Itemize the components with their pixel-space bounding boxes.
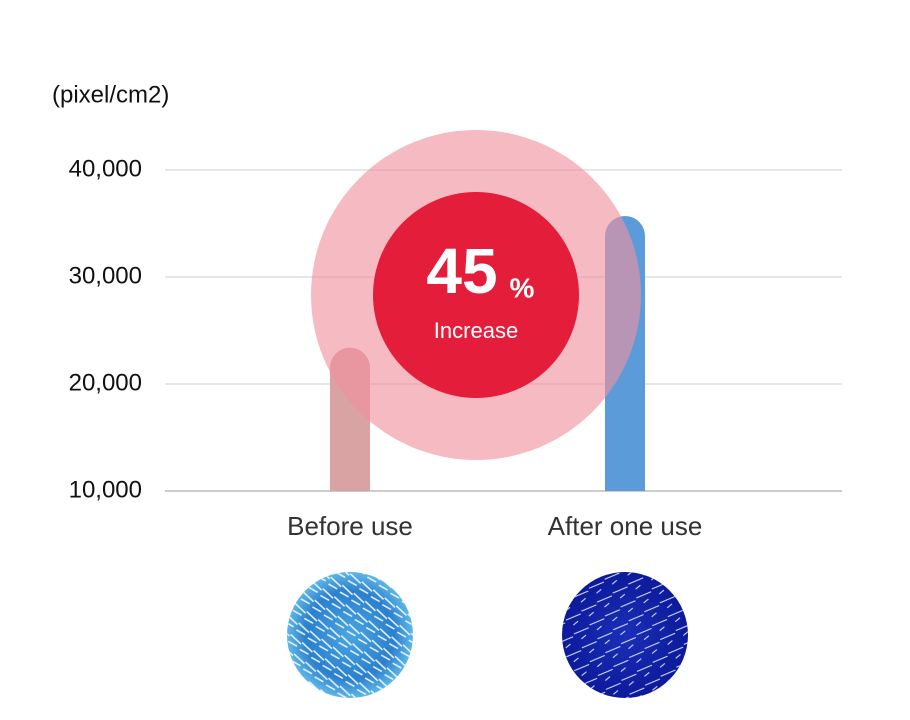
y-tick-label: 30,000 [69,262,142,289]
highlight: 45 % Increase [311,130,641,460]
annotation-unit: % [510,272,535,303]
sample-before-texture [287,572,413,698]
y-tick-label: 40,000 [69,155,142,182]
sample-after-texture [562,572,688,698]
y-tick-label: 10,000 [69,476,142,503]
annotation-text: Increase [434,318,518,343]
grid: 10,000 20,000 30,000 40,000 [69,155,842,503]
x-tick-label: After one use [548,511,703,541]
y-tick-label: 20,000 [69,369,142,396]
highlight-inner [373,192,579,398]
y-axis-label: (pixel/cm2) [52,81,169,108]
annotation-value: 45 [426,235,497,307]
x-tick-label: Before use [287,511,413,541]
x-labels: Before use After one use [287,511,702,541]
sample-images [287,572,688,698]
